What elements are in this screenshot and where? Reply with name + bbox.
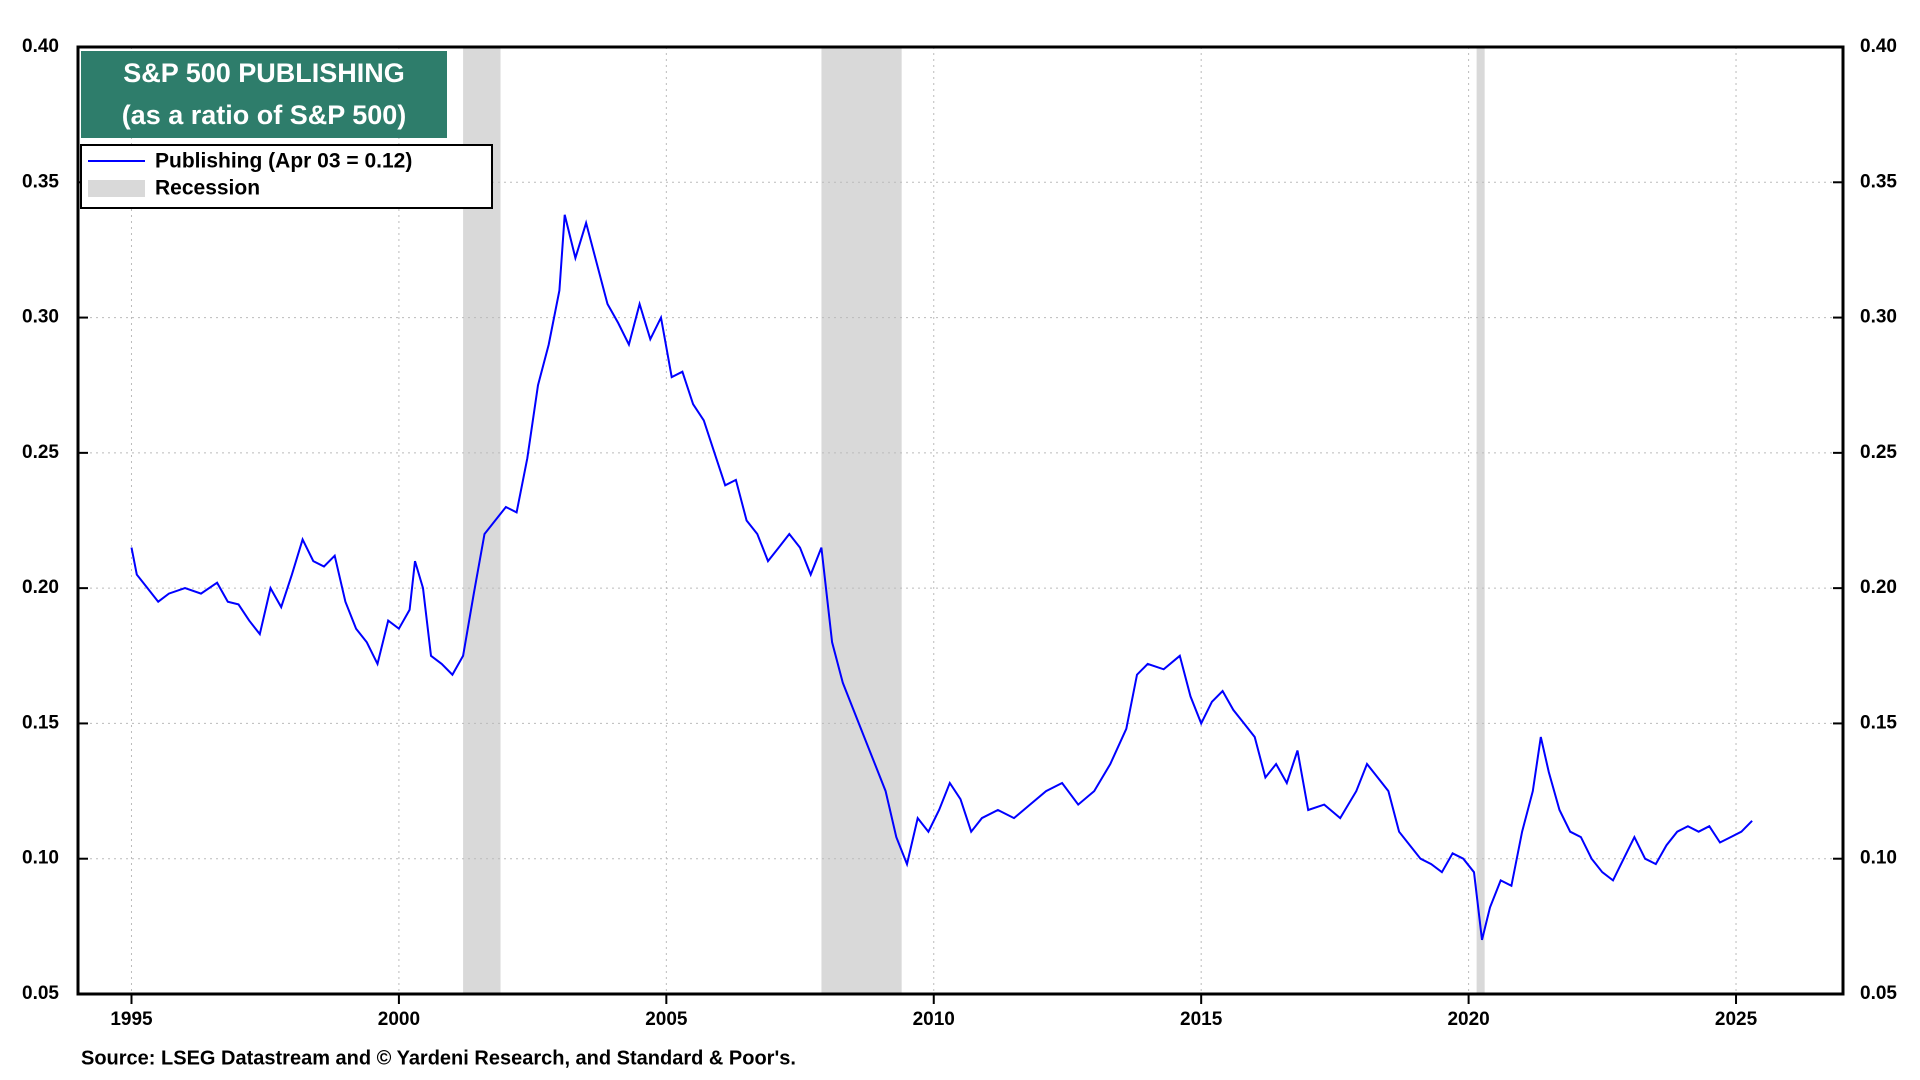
recession-band [821, 47, 902, 994]
x-tick-label: 2025 [1715, 1009, 1758, 1030]
y-tick-label: 0.10 [22, 848, 59, 869]
y2-tick-label: 0.25 [1860, 442, 1897, 463]
y-tick-label: 0.35 [22, 171, 59, 192]
y2-tick-label: 0.10 [1860, 848, 1897, 869]
series-line [130, 214, 1753, 941]
y-tick-label: 0.30 [22, 307, 59, 328]
y2-tick-label: 0.15 [1860, 712, 1897, 733]
y-tick-label: 0.40 [22, 36, 59, 57]
y2-tick-label: 0.30 [1860, 307, 1897, 328]
y2-tick-label: 0.35 [1860, 171, 1897, 192]
x-tick-label: 2005 [645, 1009, 688, 1030]
source-note: Source: LSEG Datastream and © Yardeni Re… [81, 1047, 796, 1069]
x-tick-label: 2015 [1180, 1009, 1223, 1030]
x-tick-label: 2000 [378, 1009, 420, 1030]
y-tick-label: 0.15 [22, 712, 59, 733]
chart-title: S&P 500 PUBLISHING [123, 58, 405, 88]
y-tick-label: 0.05 [22, 983, 59, 1004]
legend-box [80, 144, 493, 209]
y2-tick-label: 0.05 [1860, 983, 1897, 1004]
y2-tick-label: 0.40 [1860, 36, 1897, 57]
x-tick-label: 2020 [1447, 1009, 1489, 1030]
y-tick-label: 0.20 [22, 577, 59, 598]
x-tick-label: 2010 [913, 1009, 955, 1030]
y-tick-label: 0.25 [22, 442, 59, 463]
chart-subtitle: (as a ratio of S&P 500) [122, 100, 407, 130]
plot-frame [76, 45, 1845, 996]
title-box [81, 51, 447, 138]
legend-swatch [88, 180, 145, 197]
x-tick-label: 1995 [110, 1009, 153, 1030]
legend-label: Recession [155, 177, 260, 200]
recession-band [1476, 47, 1485, 994]
y2-tick-label: 0.20 [1860, 577, 1897, 598]
legend-label: Publishing (Apr 03 = 0.12) [155, 150, 412, 173]
